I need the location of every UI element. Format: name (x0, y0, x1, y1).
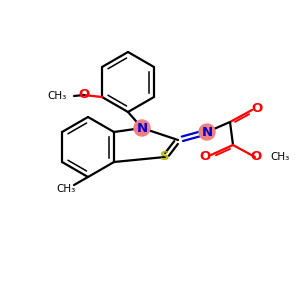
Text: O: O (251, 101, 262, 115)
Text: CH₃: CH₃ (270, 152, 289, 162)
Text: CH₃: CH₃ (48, 91, 67, 101)
Text: O: O (200, 149, 211, 163)
Text: S: S (160, 151, 170, 164)
Circle shape (199, 124, 215, 140)
Text: N: N (136, 122, 148, 134)
Text: O: O (250, 151, 262, 164)
Text: CH₃: CH₃ (56, 184, 76, 194)
Circle shape (134, 120, 150, 136)
Text: O: O (78, 88, 90, 101)
Text: N: N (201, 125, 213, 139)
